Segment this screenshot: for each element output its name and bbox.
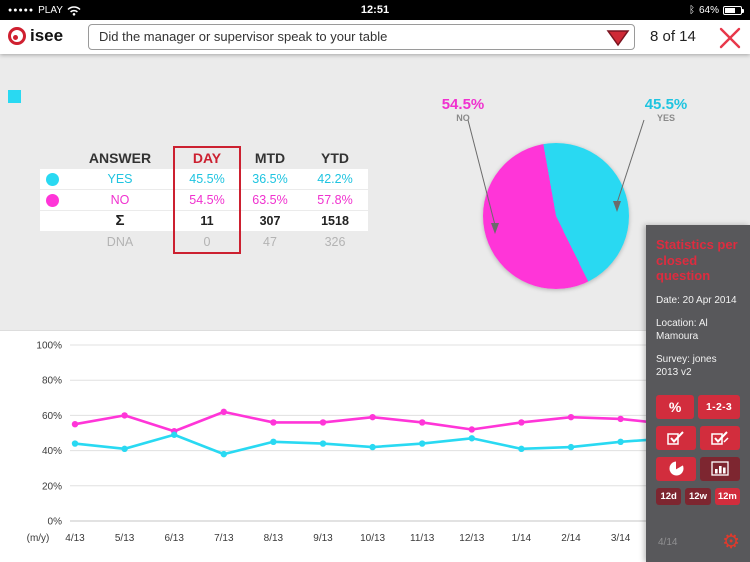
svg-text:11/13: 11/13 (410, 533, 435, 544)
range-12m-button[interactable]: 12m (714, 487, 740, 505)
no-day-value: 54.5% (176, 190, 238, 210)
svg-text:3/14: 3/14 (611, 533, 631, 544)
pie-view-button[interactable] (656, 456, 696, 481)
question-text: Did the manager or supervisor speak to y… (99, 29, 388, 44)
pie-no-label: NO (456, 113, 470, 123)
no-legend-dot (45, 193, 59, 207)
svg-text:4/13: 4/13 (65, 533, 85, 544)
dna-mtd-value: 47 (263, 235, 277, 249)
sidebar-date: Date: 20 Apr 2014 (656, 294, 737, 306)
pie-callout-no: 54.5% NO (433, 96, 493, 123)
yes-ytd-value: 42.2% (302, 169, 368, 189)
axis-label-overlay: 4/14 (658, 536, 678, 548)
pie-chart (483, 143, 629, 289)
pie-yes-percent: 45.5% (644, 96, 688, 113)
range-12w-button[interactable]: 12w (685, 487, 711, 505)
clock: 12:51 (360, 4, 390, 16)
svg-text:1/14: 1/14 (512, 533, 532, 544)
question-pager: 8 of 14 (650, 28, 696, 45)
answer-table: ANSWER DAY MTD YTD YES 45.5% 36.5% 42.2%… (40, 148, 368, 252)
multi-check-view-button[interactable] (700, 425, 740, 450)
svg-text:9/13: 9/13 (313, 533, 333, 544)
svg-text:8/13: 8/13 (264, 533, 284, 544)
checkmark-pencil-icon (711, 431, 729, 446)
no-ytd-value: 57.8% (302, 190, 368, 210)
isee-logo-icon (8, 27, 26, 45)
legend-swatch (8, 90, 21, 103)
sidebar-title: Statistics per closed question (656, 237, 738, 284)
svg-text:(m/y): (m/y) (27, 533, 50, 544)
bar-chart-icon (711, 461, 729, 476)
battery-percent: 64% (698, 4, 719, 16)
svg-text:12/13: 12/13 (459, 533, 484, 544)
svg-text:80%: 80% (42, 376, 62, 387)
column-header-ytd: YTD (321, 150, 349, 166)
svg-text:7/13: 7/13 (214, 533, 234, 544)
percent-view-button[interactable]: % (656, 394, 695, 419)
svg-text:2/14: 2/14 (561, 533, 581, 544)
signal-strength-dots: ●●●●● (8, 6, 35, 14)
yes-mtd-value: 36.5% (238, 169, 302, 189)
sidebar-location: Location: Al Mamoura (656, 317, 708, 342)
svg-text:100%: 100% (36, 341, 62, 352)
logo-text: isee (30, 26, 64, 45)
trend-chart: 0% 20% 40% 60% 80% 100% (m/y) 4/13 5/13 6/13 7/13 8… (27, 341, 750, 544)
svg-text:60%: 60% (42, 411, 62, 422)
svg-text:0%: 0% (48, 517, 63, 528)
sum-ytd-value: 1518 (302, 211, 368, 231)
yes-legend-dot (45, 172, 59, 186)
no-row-label: NO (64, 190, 176, 210)
sum-row-label: Σ (64, 211, 176, 231)
dna-row-label: DNA (106, 235, 134, 249)
svg-text:6/13: 6/13 (164, 533, 184, 544)
wifi-icon (67, 5, 81, 16)
range-12d-button[interactable]: 12d (656, 487, 682, 505)
pie-yes-label: YES (656, 113, 675, 123)
yes-row-dot-cell (40, 169, 64, 189)
battery-fill (725, 7, 735, 13)
yes-row-label: YES (64, 169, 176, 189)
pie-no-percent: 54.5% (441, 96, 485, 113)
question-dropdown[interactable]: Did the manager or supervisor speak to y… (88, 24, 635, 50)
bluetooth-icon: ᛒ (688, 4, 695, 16)
svg-text:20%: 20% (42, 481, 62, 492)
pie-callout-yes: 45.5% YES (636, 96, 696, 123)
sum-day-value: 11 (176, 211, 238, 231)
app-header: isee Did the manager or supervisor speak… (0, 20, 750, 54)
trend-chart-panel: 0% 20% 40% 60% 80% 100% (m/y) 4/13 5/13 6/13 7/13 8… (0, 330, 750, 562)
status-bar: ●●●●● PLAY 12:51 ᛒ 64% (0, 0, 750, 20)
checkmark-sheet-icon (667, 431, 684, 446)
dna-ytd-value: 326 (324, 235, 346, 249)
app-logo: isee (8, 26, 63, 46)
sum-mtd-value: 307 (238, 211, 302, 231)
svg-text:40%: 40% (42, 446, 62, 457)
sum-row-dot-cell (40, 211, 64, 231)
pie-chart-icon (669, 460, 684, 476)
close-icon[interactable] (716, 24, 744, 52)
single-check-view-button[interactable] (656, 425, 696, 450)
numeric-view-button[interactable]: 1-2-3 (698, 394, 740, 419)
no-mtd-value: 63.5% (238, 190, 302, 210)
dropdown-caret-icon[interactable] (606, 30, 630, 47)
stats-sidebar: Statistics per closed question Date: 20 … (646, 225, 750, 562)
bar-view-button[interactable] (700, 456, 740, 481)
battery-icon (723, 5, 744, 15)
dna-day-value: 0 (203, 235, 211, 249)
table-cell-empty (40, 148, 64, 168)
carrier-label: PLAY (38, 4, 63, 16)
svg-text:5/13: 5/13 (115, 533, 135, 544)
sidebar-survey: Survey: jones 2013 v2 (656, 353, 717, 378)
yes-day-value: 45.5% (176, 169, 238, 189)
svg-text:10/13: 10/13 (360, 533, 385, 544)
dna-row-dot-cell (40, 232, 64, 252)
settings-gear-icon[interactable]: ⚙ (722, 531, 740, 553)
column-header-mtd: MTD (254, 150, 286, 166)
column-header-answer: ANSWER (88, 150, 152, 166)
no-row-dot-cell (40, 190, 64, 210)
column-header-day: DAY (192, 150, 222, 166)
